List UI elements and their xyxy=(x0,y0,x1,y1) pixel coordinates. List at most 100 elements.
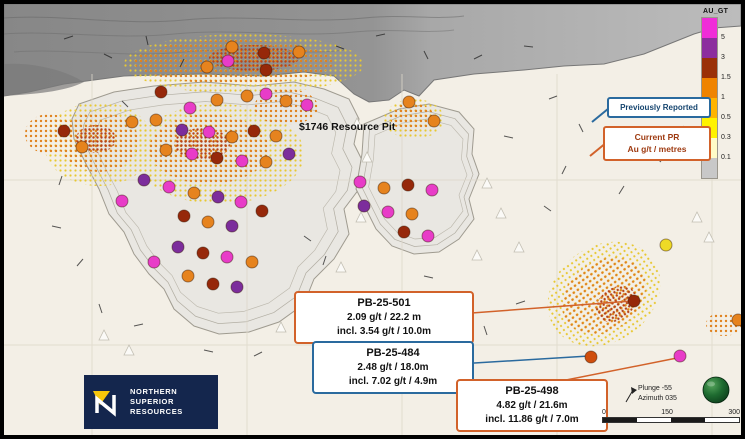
resource-pit-label: $1746 Resource Pit xyxy=(299,121,396,133)
drill-hole-dot xyxy=(210,93,224,107)
drill-hole-dot xyxy=(257,46,271,60)
logo-line-3: RESOURCES xyxy=(130,406,183,416)
callout-line: incl. 7.02 g/t / 4.9m xyxy=(348,376,438,388)
drill-hole-dot xyxy=(221,54,235,68)
callout-line: 4.82 g/t / 21.6m xyxy=(496,400,568,412)
drill-hole-dot xyxy=(425,183,439,197)
drill-hole-dot xyxy=(115,194,129,208)
colorbar-label: 0.3 xyxy=(721,134,731,141)
drill-hole-dot xyxy=(202,125,216,139)
drill-hole-dot xyxy=(269,129,283,143)
drill-hole-dot xyxy=(627,294,641,308)
previously-reported-box: Previously Reported xyxy=(607,97,711,118)
colorbar-segment xyxy=(702,38,717,58)
drill-hole-dot xyxy=(259,155,273,169)
colorbar-label: 5 xyxy=(721,34,725,41)
callout-title: PB-25-498 xyxy=(505,385,559,397)
drill-hole-dot xyxy=(245,255,259,269)
previously-reported-label: Previously Reported xyxy=(620,103,698,112)
drill-hole-dot xyxy=(292,45,306,59)
azimuth-label: Azimuth 035 xyxy=(638,395,677,403)
callout-title: PB-25-484 xyxy=(366,347,420,359)
drill-hole-dot xyxy=(234,195,248,209)
drill-hole-dot xyxy=(183,101,197,115)
drill-hole-dot xyxy=(353,175,367,189)
drill-hole-dot xyxy=(225,40,239,54)
colorbar-label: 3 xyxy=(721,54,725,61)
leader-pb-25-501 xyxy=(457,300,633,315)
basemap-svg xyxy=(4,4,741,435)
drill-hole-dot xyxy=(421,229,435,243)
colorbar-segment xyxy=(702,58,717,78)
callout-pb-25-484: PB-25-484 2.48 g/t / 18.0m incl. 7.02 g/… xyxy=(312,341,474,395)
drill-hole-dot xyxy=(659,238,673,252)
logo-line-1: NORTHERN xyxy=(130,387,178,397)
drill-hole-dot xyxy=(185,147,199,161)
drill-hole-dot xyxy=(162,180,176,194)
callout-line: 2.48 g/t / 18.0m xyxy=(357,362,429,374)
legend-title: AU_GT xyxy=(703,8,729,15)
drill-hole-dot xyxy=(181,269,195,283)
drill-hole-dot xyxy=(259,63,273,77)
drill-hole-dots-layer xyxy=(57,40,741,364)
drill-hole-dot xyxy=(177,209,191,223)
scalebar-label-0: 0 xyxy=(602,409,606,416)
drill-hole-dot xyxy=(377,181,391,195)
band-dark-patch xyxy=(4,63,84,96)
colorbar-label: 1 xyxy=(721,94,725,101)
colorbar-segment xyxy=(702,158,717,178)
surface-band xyxy=(4,4,741,103)
callout-line: incl. 3.54 g/t / 10.0m xyxy=(337,326,431,338)
drill-hole-dot xyxy=(149,113,163,127)
logo-mark-icon xyxy=(93,391,116,417)
orientation-sphere xyxy=(702,376,730,404)
drill-hole-dot xyxy=(673,349,687,363)
drill-hole-dot xyxy=(397,225,411,239)
current-pr-line1: Current PR xyxy=(634,132,680,142)
callout-pb-25-498: PB-25-498 4.82 g/t / 21.6m incl. 11.86 g… xyxy=(456,379,608,433)
colorbar-segment xyxy=(702,18,717,38)
drill-hole-dot xyxy=(300,98,314,112)
drill-hole-dot xyxy=(211,190,225,204)
current-pr-line2: Au g/t / metres xyxy=(627,144,687,155)
drill-map: AU_GT 5 3 1.5 1 0.5 0.3 0.1 Previously Reporte… xyxy=(4,4,741,435)
drill-hole-dot xyxy=(75,140,89,154)
logo-line-2: SUPERIOR xyxy=(130,397,174,407)
callout-line: 2.09 g/t / 22.2 m xyxy=(347,312,421,324)
grid-lines xyxy=(4,74,741,435)
logo-text: NORTHERN SUPERIOR RESOURCES xyxy=(130,387,183,416)
drill-hole-dot xyxy=(154,85,168,99)
scalebar-label-2: 300 xyxy=(728,409,740,416)
scale-bar: 0 150 300 xyxy=(602,409,740,423)
leader-pb-25-484 xyxy=(457,355,590,365)
drill-hole-dot xyxy=(405,207,419,221)
drill-hole-dot xyxy=(402,95,416,109)
callout-title: PB-25-501 xyxy=(357,297,411,309)
drill-hole-dot xyxy=(255,204,269,218)
company-logo: NORTHERN SUPERIOR RESOURCES xyxy=(84,375,218,429)
callout-pb-25-501: PB-25-501 2.09 g/t / 22.2 m incl. 3.54 g… xyxy=(294,291,474,345)
drill-hole-dot xyxy=(401,178,415,192)
drill-hole-dot xyxy=(220,250,234,264)
drill-hole-dot xyxy=(731,313,741,327)
scalebar-bar xyxy=(602,417,740,423)
drill-hole-dot xyxy=(381,205,395,219)
drill-hole-dot xyxy=(200,60,214,74)
drill-hole-dot xyxy=(235,154,249,168)
drill-hole-dot xyxy=(584,350,598,364)
drill-hole-dot xyxy=(201,215,215,229)
drill-hole-dot xyxy=(159,143,173,157)
colorbar-label: 1.5 xyxy=(721,74,731,81)
leader-pb-25-498 xyxy=(555,357,678,383)
drill-hole-dot xyxy=(125,115,139,129)
drill-hole-dot xyxy=(147,255,161,269)
plunge-arrow-icon xyxy=(625,387,637,403)
drill-hole-dot xyxy=(206,277,220,291)
drill-hole-dot xyxy=(171,240,185,254)
drill-hole-dot xyxy=(137,173,151,187)
drill-hole-dot xyxy=(247,124,261,138)
drill-hole-dot xyxy=(279,94,293,108)
colorbar-segment xyxy=(702,78,717,98)
drill-hole-dot xyxy=(259,87,273,101)
